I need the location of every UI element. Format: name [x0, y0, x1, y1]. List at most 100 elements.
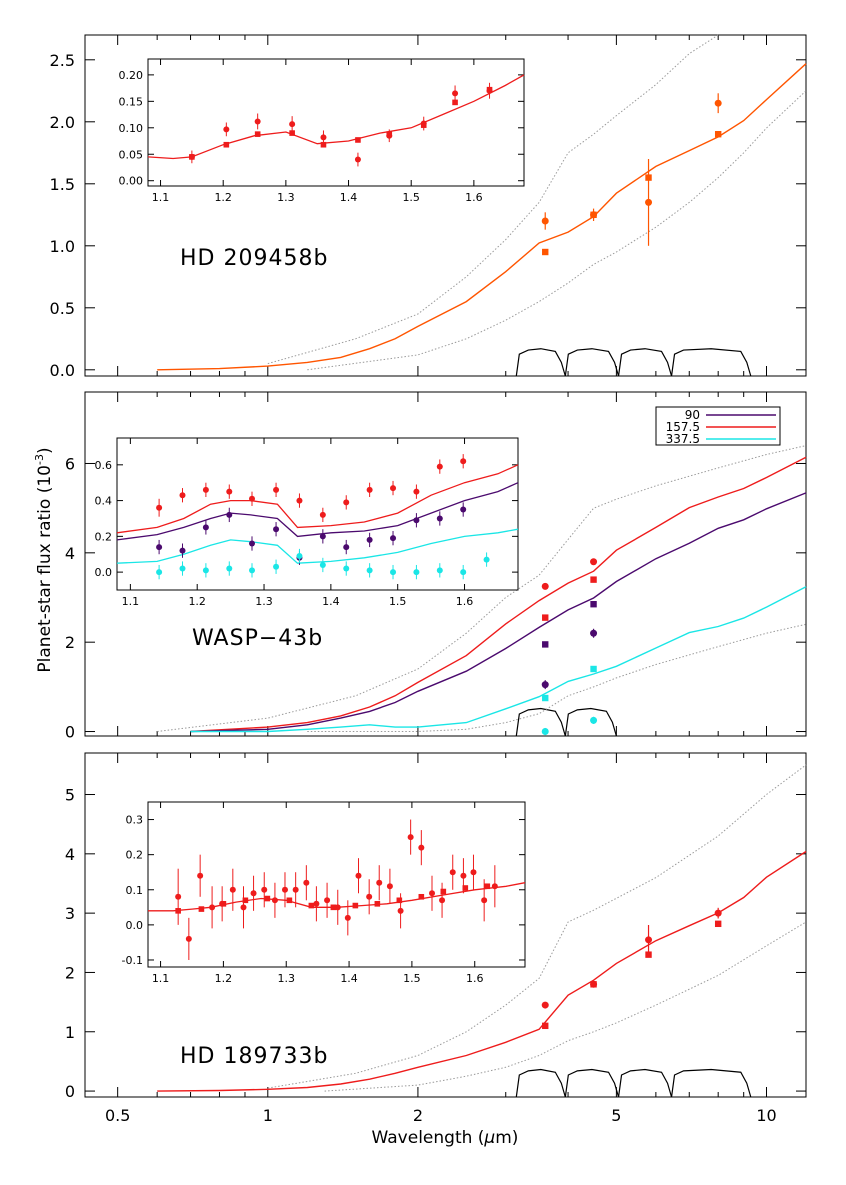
- inset-x-tick-label: 1.6: [456, 595, 474, 608]
- y-tick-label: 5: [65, 786, 75, 805]
- y-axis-label-exponent: -3: [33, 454, 46, 465]
- inset: 1.1 1.2 1.3 1.4 1.5 1.6 0.00 0.05 0.10 0.15 0.20: [119, 58, 525, 204]
- inset-data-point: [179, 547, 186, 554]
- inset-data-point: [366, 536, 373, 543]
- binned-point: [714, 920, 722, 928]
- inset-data-point: [249, 540, 256, 547]
- inset-frame: [147, 801, 526, 968]
- panel-label: HD 209458b: [180, 246, 328, 271]
- inset-data-point: [418, 844, 425, 851]
- model-line: [157, 850, 807, 1092]
- y-tick-label: 2.0: [50, 113, 75, 132]
- inset-x-tick-label: 1.4: [322, 595, 340, 608]
- bandpass-curve: [617, 348, 673, 377]
- data-point: [645, 198, 653, 206]
- inset-data-point: [313, 900, 320, 907]
- binned-point: [542, 641, 549, 648]
- inset-binned-point: [355, 137, 361, 143]
- inset-binned-point: [175, 908, 181, 914]
- inset-x-tick-label: 1.3: [277, 191, 295, 204]
- inset-y-tick-label: 0.0: [95, 566, 113, 579]
- binned-point: [590, 601, 597, 608]
- inset-x-tick-label: 1.4: [340, 191, 358, 204]
- inset-data-point: [223, 126, 230, 133]
- data-point: [541, 728, 549, 736]
- inset-data-point: [390, 535, 397, 542]
- inset-data-point: [366, 893, 373, 900]
- inset-data-point: [366, 567, 373, 574]
- inset-y-tick-label: 0.0: [126, 919, 144, 932]
- inset-data-point: [397, 907, 404, 914]
- inset-data-point: [439, 897, 446, 904]
- inset-data-point: [175, 893, 182, 900]
- inset-binned-point: [440, 888, 447, 895]
- inset-data-point: [209, 904, 216, 911]
- binned-point: [542, 1022, 549, 1030]
- inset-data-point: [273, 563, 280, 570]
- inset-y-tick-label: 0.15: [119, 95, 144, 108]
- y-axis-label: Planet-star flux ratio (10-3): [33, 447, 55, 672]
- inset-data-point: [390, 485, 397, 492]
- inset-data-point: [273, 526, 280, 533]
- data-point: [541, 681, 549, 689]
- inset-data-point: [249, 495, 256, 502]
- inset-data-point: [296, 553, 303, 560]
- inset-data-point: [343, 499, 350, 506]
- envelope-line: [267, 764, 807, 1089]
- x-tick-label: 2: [413, 1106, 423, 1125]
- envelope-line: [307, 623, 807, 732]
- inset-data-point: [436, 567, 443, 574]
- inset-binned-point: [264, 895, 271, 902]
- inset-binned-point: [386, 131, 393, 137]
- inset-data-point: [319, 561, 326, 568]
- inset-data-point: [436, 515, 443, 522]
- bandpass-curve: [515, 1068, 566, 1098]
- binned-point: [645, 174, 652, 181]
- x-tick-label: 1: [263, 1106, 273, 1125]
- inset-y-tick-label: -0.1: [122, 954, 143, 967]
- inset-y-tick-label: 0.00: [119, 175, 144, 188]
- inset-data-point: [156, 504, 163, 511]
- inset-data-point: [185, 935, 192, 942]
- inset-data-point: [292, 886, 299, 893]
- data-point: [590, 558, 598, 566]
- inset-data-point: [197, 872, 204, 879]
- inset-binned-point: [320, 141, 327, 148]
- inset-binned-point: [254, 131, 261, 137]
- inset-x-tick-label: 1.5: [389, 595, 407, 608]
- panel-label: WASP−43b: [192, 626, 323, 651]
- y-axis-label-close: ): [35, 447, 55, 454]
- inset-data-point: [355, 872, 362, 879]
- inset-x-tick-label: 1.1: [152, 191, 170, 204]
- inset-frame: [116, 437, 519, 591]
- envelope-line: [307, 90, 807, 371]
- inset-data-point: [390, 569, 397, 576]
- y-tick-label: 3: [65, 904, 75, 923]
- model-line: [157, 63, 807, 371]
- panel-frame: [84, 391, 807, 737]
- x-axis-label: Wavelength (μm): [372, 1128, 519, 1148]
- data-point: [541, 582, 549, 590]
- y-axis-label-text: Planet-star flux ratio (10: [35, 465, 55, 673]
- inset-x-tick-label: 1.2: [188, 595, 206, 608]
- binned-point: [590, 665, 597, 673]
- y-tick-label: 6: [65, 454, 75, 473]
- inset-x-tick-label: 1.5: [402, 191, 420, 204]
- legend-label: 90: [685, 408, 700, 422]
- data-point: [541, 217, 549, 225]
- inset-data-point: [273, 486, 280, 493]
- y-tick-label: 1.5: [50, 175, 75, 194]
- panel-frame: [84, 752, 807, 1098]
- inset-binned-point: [396, 897, 403, 904]
- inset-data-point: [376, 879, 383, 886]
- y-tick-label: 0: [65, 1082, 75, 1101]
- inset-y-tick-label: 0.3: [126, 814, 144, 827]
- inset-binned-point: [462, 885, 469, 891]
- inset-x-tick-label: 1.3: [277, 972, 295, 985]
- legend-label: 337.5: [666, 432, 700, 446]
- inset: 1.1 1.2 1.3 1.4 1.5 1.6 0.0 0.2 0.4 0.6: [95, 437, 519, 608]
- inset-y-tick-label: 0.05: [119, 148, 144, 161]
- inset-y-tick-label: 0.1: [126, 884, 144, 897]
